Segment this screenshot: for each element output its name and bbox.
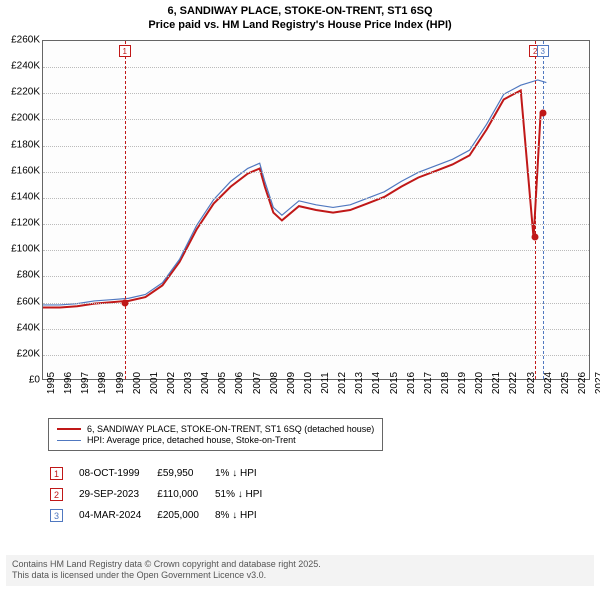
x-tick-label: 2014 <box>371 372 382 394</box>
x-tick-label: 2012 <box>337 372 348 394</box>
x-tick-label: 1995 <box>46 372 57 394</box>
footer-line-1: Contains HM Land Registry data © Crown c… <box>12 559 588 571</box>
y-tick-label: £60K <box>4 296 40 307</box>
x-tick-label: 2020 <box>474 372 485 394</box>
y-tick-label: £0 <box>4 375 40 386</box>
x-tick-label: 2007 <box>252 372 263 394</box>
x-tick-label: 1998 <box>97 372 108 394</box>
x-tick-label: 2013 <box>354 372 365 394</box>
event-row: 3 04-MAR-2024£205,0008% ↓ HPI <box>50 506 276 525</box>
x-tick-label: 2026 <box>577 372 588 394</box>
legend-swatch <box>57 440 81 441</box>
event-date: 08-OCT-1999 <box>79 464 155 483</box>
y-tick-label: £180K <box>4 139 40 150</box>
sale-dot <box>539 109 546 116</box>
y-tick-label: £240K <box>4 61 40 72</box>
legend-row: HPI: Average price, detached house, Stok… <box>57 435 374 445</box>
legend: 6, SANDIWAY PLACE, STOKE-ON-TRENT, ST1 6… <box>48 418 383 451</box>
x-tick-label: 2001 <box>149 372 160 394</box>
x-tick-label: 2016 <box>406 372 417 394</box>
events-table: 1 08-OCT-1999£59,9501% ↓ HPI 2 29-SEP-2023£… <box>48 462 278 527</box>
sale-dot <box>532 234 539 241</box>
y-tick-label: £260K <box>4 35 40 46</box>
x-tick-label: 2003 <box>183 372 194 394</box>
y-tick-label: £100K <box>4 244 40 255</box>
y-tick-label: £220K <box>4 87 40 98</box>
y-tick-label: £80K <box>4 270 40 281</box>
event-price: £110,000 <box>157 485 213 504</box>
x-tick-label: 2006 <box>234 372 245 394</box>
x-tick-label: 2000 <box>132 372 143 394</box>
series-line-price_paid <box>43 90 543 307</box>
x-tick-label: 2019 <box>457 372 468 394</box>
x-tick-label: 2022 <box>508 372 519 394</box>
x-tick-label: 2005 <box>217 372 228 394</box>
series-line-hpi <box>43 80 546 305</box>
legend-swatch <box>57 428 81 430</box>
x-tick-label: 2008 <box>269 372 280 394</box>
y-tick-label: £120K <box>4 218 40 229</box>
x-tick-label: 2025 <box>560 372 571 394</box>
title-line-2: Price paid vs. HM Land Registry's House … <box>0 18 600 32</box>
footer-attribution: Contains HM Land Registry data © Crown c… <box>6 555 594 586</box>
x-tick-label: 2004 <box>200 372 211 394</box>
plot-area: 123 <box>42 40 590 380</box>
x-tick-label: 2009 <box>286 372 297 394</box>
x-tick-label: 2023 <box>526 372 537 394</box>
x-tick-label: 2017 <box>423 372 434 394</box>
event-marker: 3 <box>537 45 549 57</box>
event-row: 2 29-SEP-2023£110,00051% ↓ HPI <box>50 485 276 504</box>
x-tick-label: 2021 <box>491 372 502 394</box>
y-tick-label: £200K <box>4 113 40 124</box>
x-tick-label: 2027 <box>594 372 600 394</box>
x-tick-label: 2015 <box>389 372 400 394</box>
footer-line-2: This data is licensed under the Open Gov… <box>12 570 588 582</box>
y-tick-label: £40K <box>4 322 40 333</box>
title-line-1: 6, SANDIWAY PLACE, STOKE-ON-TRENT, ST1 6… <box>0 4 600 18</box>
legend-label: 6, SANDIWAY PLACE, STOKE-ON-TRENT, ST1 6… <box>87 424 374 434</box>
event-delta: 8% ↓ HPI <box>215 506 276 525</box>
x-tick-label: 2018 <box>440 372 451 394</box>
event-delta: 51% ↓ HPI <box>215 485 276 504</box>
event-line <box>125 41 126 379</box>
event-number-box: 2 <box>50 488 63 501</box>
legend-row: 6, SANDIWAY PLACE, STOKE-ON-TRENT, ST1 6… <box>57 424 374 434</box>
event-number-box: 1 <box>50 467 63 480</box>
sale-dot <box>121 299 128 306</box>
y-tick-label: £20K <box>4 348 40 359</box>
x-tick-label: 2010 <box>303 372 314 394</box>
x-tick-label: 2011 <box>320 372 331 394</box>
event-price: £205,000 <box>157 506 213 525</box>
chart-title: 6, SANDIWAY PLACE, STOKE-ON-TRENT, ST1 6… <box>0 0 600 33</box>
legend-label: HPI: Average price, detached house, Stok… <box>87 435 296 445</box>
x-tick-label: 1997 <box>80 372 91 394</box>
event-line <box>535 41 536 379</box>
event-date: 04-MAR-2024 <box>79 506 155 525</box>
x-tick-label: 1996 <box>63 372 74 394</box>
y-tick-label: £160K <box>4 165 40 176</box>
x-tick-label: 2024 <box>543 372 554 394</box>
x-tick-label: 2002 <box>166 372 177 394</box>
event-delta: 1% ↓ HPI <box>215 464 276 483</box>
event-price: £59,950 <box>157 464 213 483</box>
chart-container: 6, SANDIWAY PLACE, STOKE-ON-TRENT, ST1 6… <box>0 0 600 590</box>
event-marker: 1 <box>119 45 131 57</box>
event-line <box>543 41 544 379</box>
x-tick-label: 1999 <box>115 372 126 394</box>
y-tick-label: £140K <box>4 191 40 202</box>
event-date: 29-SEP-2023 <box>79 485 155 504</box>
event-row: 1 08-OCT-1999£59,9501% ↓ HPI <box>50 464 276 483</box>
event-number-box: 3 <box>50 509 63 522</box>
